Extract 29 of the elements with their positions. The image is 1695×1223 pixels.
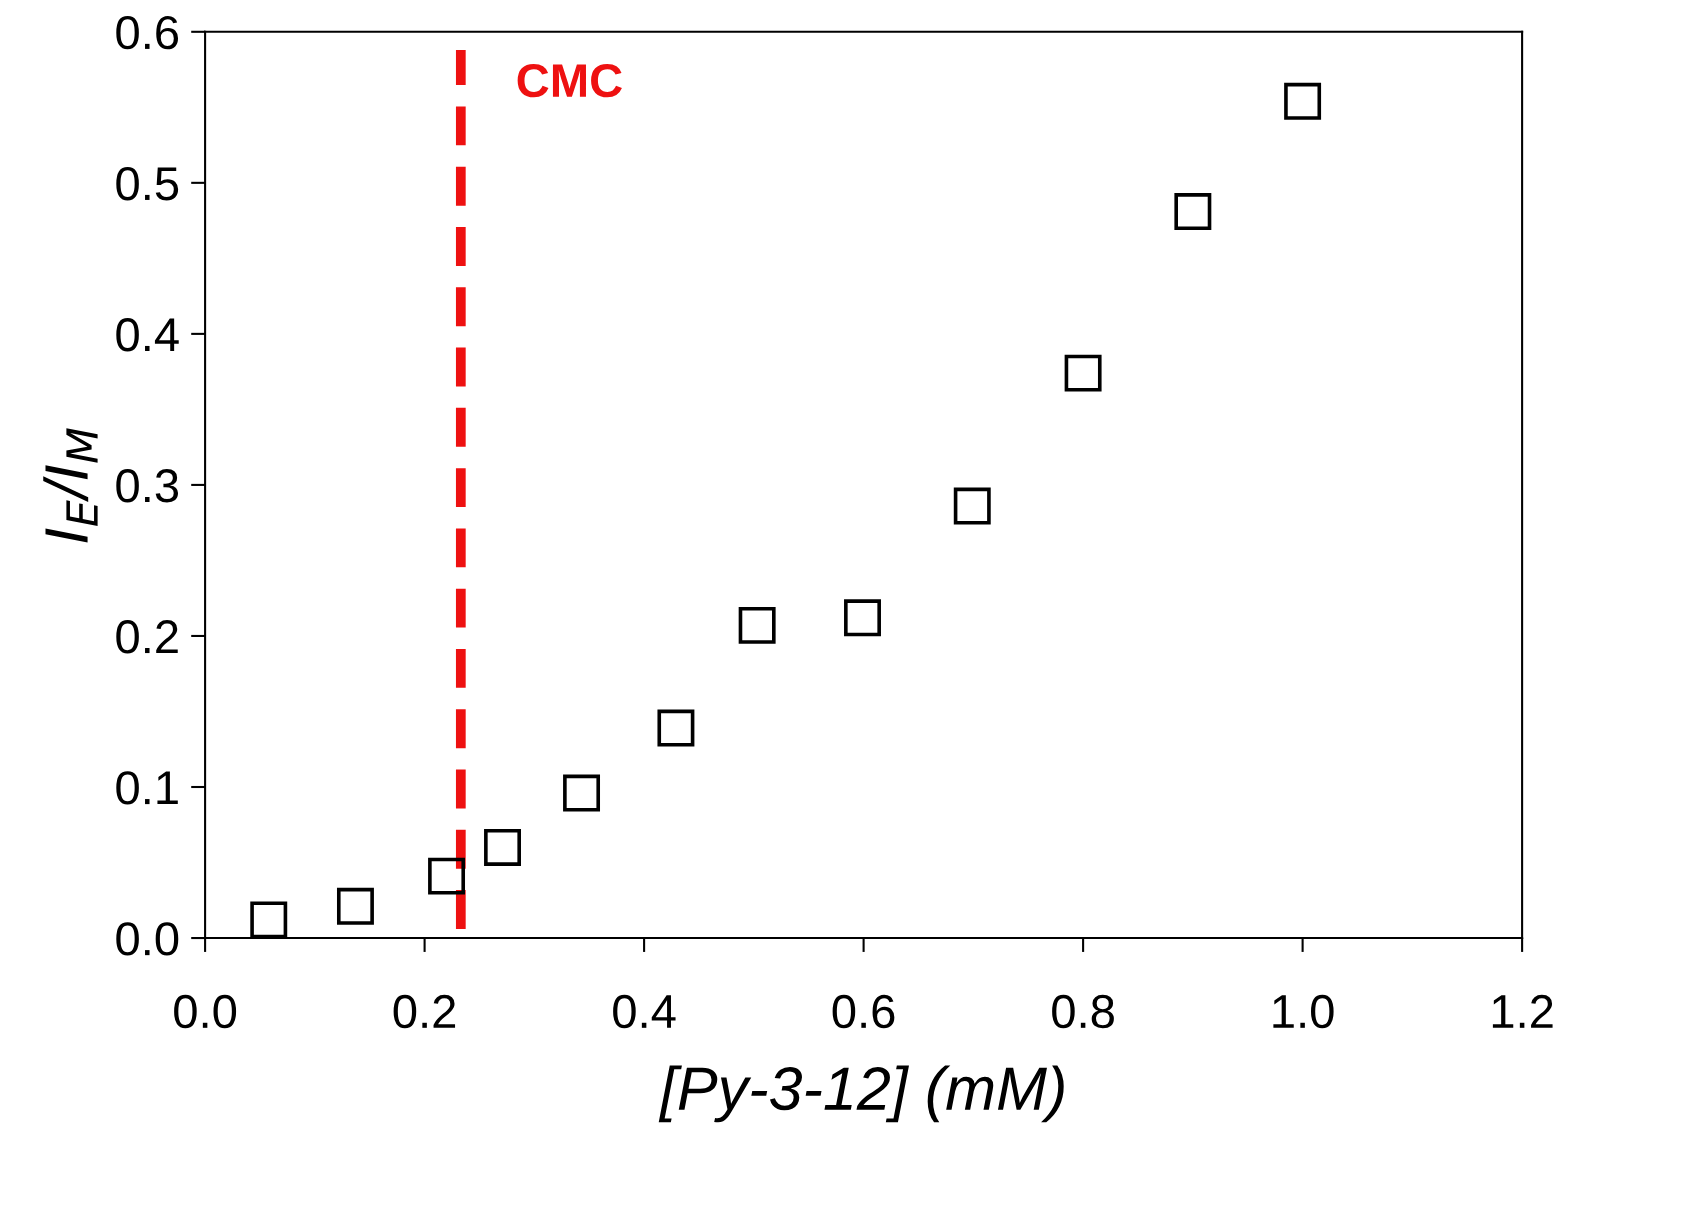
y-tick-label: 0.1: [116, 771, 178, 805]
point: [738, 606, 776, 644]
y-tick-label: 0.2: [116, 620, 178, 654]
x-tick-label: 1.2: [1492, 994, 1553, 1028]
y-tick-label: 0.6: [116, 15, 179, 50]
y-tick-label: 0.4: [116, 318, 179, 352]
x-tick-label: 1.0: [1273, 994, 1334, 1029]
point: [1064, 354, 1102, 392]
x-tick-label: 0.4: [613, 994, 676, 1029]
y-axis-title: I$_{E}$/I$_{M}$: [43, 428, 98, 543]
y-tick-label: 0.3: [116, 469, 179, 503]
point: [250, 901, 288, 939]
point: [563, 774, 601, 812]
y-tick-label: 0.0: [116, 922, 179, 956]
ref-line-label: CMC: [517, 63, 622, 98]
y-tick-label: 0.5: [116, 166, 179, 201]
point: [484, 828, 521, 866]
point: [953, 487, 991, 525]
point: [1284, 82, 1322, 120]
point: [428, 857, 466, 895]
x-tick-label: 0.0: [174, 994, 237, 1029]
x-axis-title: [Py-3-12] (mM): [658, 1065, 1064, 1123]
point: [657, 709, 695, 747]
point: [1174, 193, 1212, 231]
point: [336, 887, 374, 925]
point: [844, 599, 881, 637]
x-tick-label: 0.8: [1052, 994, 1114, 1029]
x-tick-label: 0.2: [393, 994, 456, 1029]
x-tick-label: 0.6: [832, 994, 895, 1029]
